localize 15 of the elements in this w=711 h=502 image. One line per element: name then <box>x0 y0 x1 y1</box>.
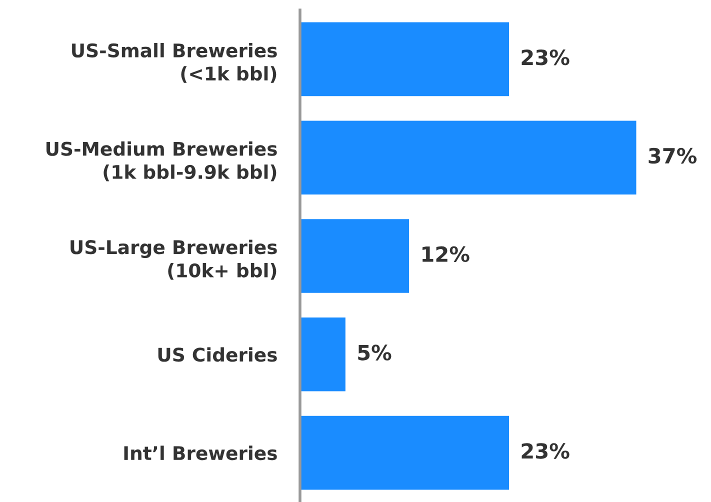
bar <box>300 120 636 194</box>
y-tick-label: US-Medium Breweries (1k bbl-9.9k bbl) <box>46 141 277 182</box>
bar <box>300 318 346 392</box>
y-tick-label: US-Large Breweries (10k+ bbl) <box>70 240 277 280</box>
bar <box>300 219 410 293</box>
data-label: 23% <box>522 443 570 459</box>
y-tick-label: US-Small Breweries (<1k bbl) <box>72 43 277 83</box>
bar <box>300 22 510 96</box>
data-label: 23% <box>522 49 570 66</box>
y-tick-label: US Cideries <box>158 347 277 362</box>
data-label: 5% <box>358 344 392 360</box>
data-label: 37% <box>648 148 697 164</box>
data-label: 12% <box>422 246 470 262</box>
bar <box>300 416 510 490</box>
y-tick-label: Int’l Breweries <box>124 446 277 460</box>
